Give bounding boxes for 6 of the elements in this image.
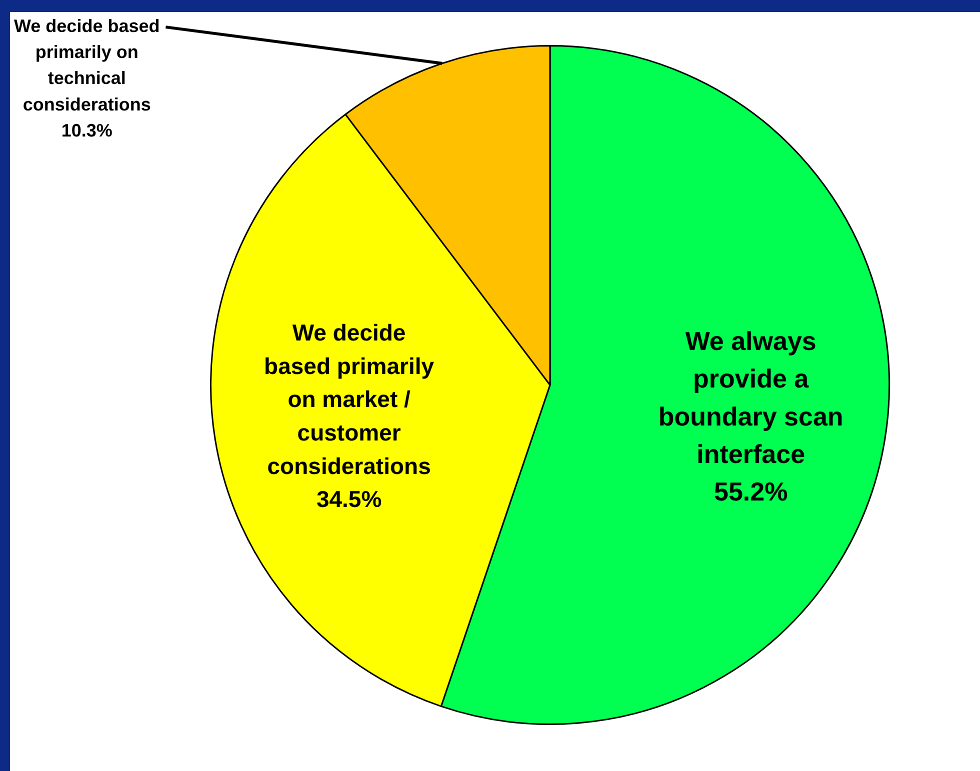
data-label: 10.3% <box>61 120 112 140</box>
slice-label: We always provide a boundary scan interface <box>658 326 844 469</box>
slice-label: We decide based primarily on market / customer considerations <box>264 319 434 479</box>
data-label: 34.5% <box>316 486 382 512</box>
slice-label: We decide based primarily on technical considerations <box>14 16 160 114</box>
data-label: 55.2% <box>714 476 788 507</box>
